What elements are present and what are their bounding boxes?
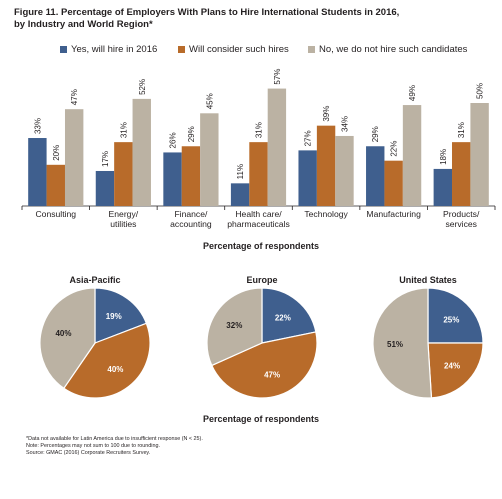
legend-swatch-consider — [178, 46, 185, 53]
bar-no — [64, 109, 84, 206]
bar-consider — [384, 160, 403, 206]
bar-yes — [28, 138, 47, 206]
pie-charts: Asia-Pacific 19% 40% 40% Europe 22% 47% 32% Unit… — [39, 275, 484, 399]
footnote-rounding: Note: Percentages may not sum to 100 due… — [26, 443, 160, 450]
legend-swatch-yes — [60, 46, 67, 53]
bar-consider — [249, 142, 268, 206]
bar-consider — [316, 125, 336, 206]
bar-no — [335, 135, 354, 206]
legend: Yes, will hire in 2016 Will consider suc… — [60, 43, 490, 57]
bar-no — [200, 113, 219, 206]
bar-category-label: services — [445, 219, 477, 229]
pie-slice-label: 22% — [275, 313, 291, 322]
bar-value-label: 27% — [304, 130, 313, 146]
bar-value-label: 31% — [255, 122, 264, 138]
legend-label-consider: Will consider such hires — [189, 44, 289, 55]
bar-value-label: 29% — [187, 126, 196, 142]
bar-value-label: 20% — [52, 145, 61, 161]
bar-yes — [230, 183, 250, 206]
pie-slice-no — [372, 287, 433, 399]
bar-value-label: 49% — [408, 85, 417, 101]
bar-yes — [163, 152, 182, 206]
pie-slice-no — [206, 287, 263, 367]
pie-slice-label: 19% — [106, 312, 122, 321]
bar-category-label: Health care/ — [235, 209, 282, 219]
bar-yes — [95, 170, 115, 206]
bar-consider — [181, 146, 201, 206]
pie-title: Asia-Pacific — [69, 275, 120, 285]
figure-title-line: by Industry and World Region* — [14, 19, 153, 30]
bar-yes — [433, 168, 453, 206]
bar-category-label: Products/ — [443, 209, 480, 219]
bar-category-label: Manufacturing — [366, 209, 421, 219]
bar-value-label: 47% — [70, 89, 79, 105]
pie-slice-label: 24% — [444, 362, 460, 371]
bar-value-label: 31% — [457, 122, 466, 138]
bar-category-label: Consulting — [35, 209, 76, 219]
pie-slice-consider — [427, 342, 484, 399]
bar-category-label: Technology — [304, 209, 348, 219]
pie-slice-consider — [210, 331, 318, 399]
footnotes: *Data not available for Latin America du… — [26, 436, 496, 458]
bar-consider — [114, 142, 133, 206]
bar-chart-x-axis-label: Percentage of respondents — [203, 241, 319, 251]
pie-slice-yes — [427, 287, 484, 344]
bar-value-label: 17% — [101, 151, 110, 167]
bar-yes — [366, 146, 385, 206]
bar-no — [470, 103, 489, 206]
bar-value-label: 22% — [390, 141, 399, 157]
bar-value-label: 29% — [371, 126, 380, 142]
pie-title: Europe — [246, 275, 277, 285]
bar-value-label: 18% — [439, 149, 448, 165]
bar-value-label: 34% — [340, 116, 349, 132]
bar-value-label: 31% — [119, 122, 128, 138]
bar-consider — [46, 164, 65, 206]
figure-title-line: Figure 11. Percentage of Employers With … — [14, 7, 400, 18]
bar-consider — [452, 142, 471, 206]
footnote-source: Source: GMAC (2016) Corporate Recruiters… — [26, 450, 151, 457]
bar-category-label: accounting — [170, 219, 212, 229]
pie-title: United States — [399, 275, 457, 285]
bar-category-label: Energy/ — [109, 209, 139, 219]
pie-slice-no — [39, 287, 96, 390]
bar-category-label: Finance/ — [174, 209, 208, 219]
pie-slice-label: 40% — [107, 365, 123, 374]
bar-value-label: 50% — [476, 83, 485, 99]
legend-label-yes: Yes, will hire in 2016 — [71, 44, 158, 55]
bar-no — [132, 98, 151, 206]
footnote-data-availability: *Data not available for Latin America du… — [26, 436, 203, 442]
legend-swatch-no — [308, 46, 315, 53]
pie-slice-yes — [261, 287, 317, 344]
bar-no — [402, 105, 422, 206]
bar-value-label: 11% — [236, 164, 245, 179]
pie-slice-label: 47% — [264, 370, 280, 379]
legend-label-no: No, we do not hire such candidates — [319, 44, 468, 55]
bar-no — [267, 88, 287, 206]
pie-slice-consider — [62, 322, 151, 399]
pie-charts-x-axis-label: Percentage of respondents — [203, 414, 319, 424]
bar-chart: 33% 20% 47% Consulting 17% 31% 52% Energy/utili… — [21, 69, 496, 229]
pie-slice-label: 40% — [55, 329, 71, 338]
bar-value-label: 39% — [322, 106, 331, 122]
bar-value-label: 33% — [33, 118, 42, 134]
bar-value-label: 52% — [138, 79, 147, 95]
bar-value-label: 45% — [205, 93, 214, 109]
pie-slice-label: 25% — [443, 316, 459, 325]
bar-value-label: 26% — [169, 132, 178, 148]
pie-slice-yes — [94, 287, 148, 344]
bar-value-label: 57% — [273, 69, 282, 85]
pie-slice-label: 32% — [226, 321, 242, 330]
bar-yes — [298, 150, 317, 206]
bar-category-label: utilities — [110, 219, 136, 229]
figure-title: Figure 11. Percentage of Employers With … — [14, 7, 494, 31]
pie-slice-label: 51% — [387, 340, 403, 349]
bar-category-label: pharmaceuticals — [227, 219, 290, 229]
